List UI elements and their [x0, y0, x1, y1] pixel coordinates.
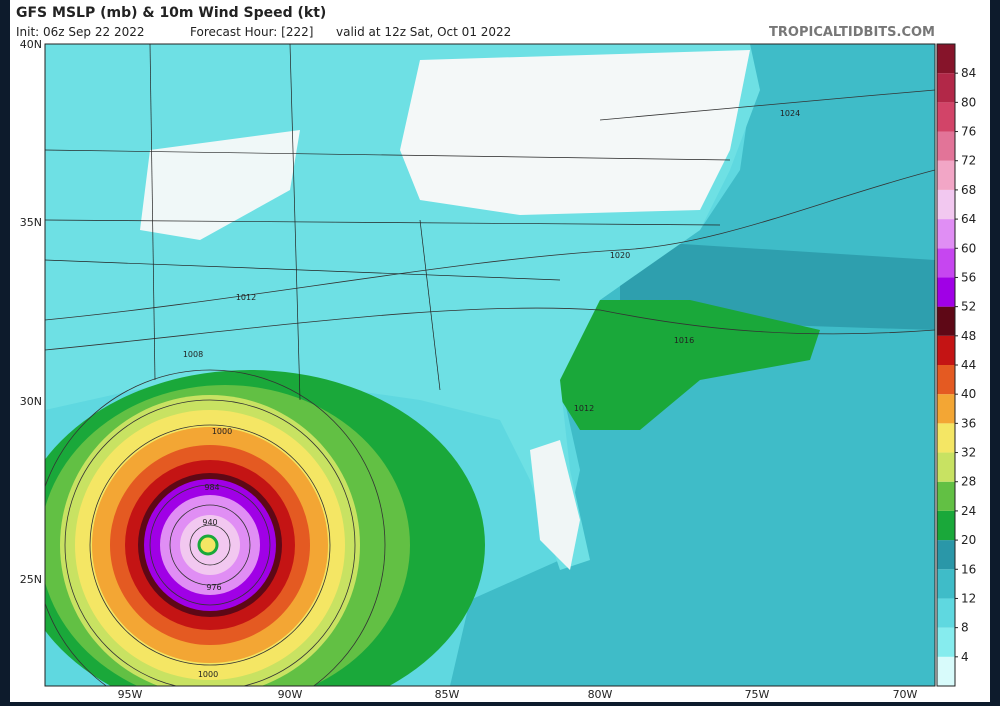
colorbar-label: 12 [961, 591, 976, 605]
colorbar-label: 8 [961, 621, 969, 635]
map-frame [44, 43, 936, 687]
colorbar-band [937, 481, 955, 511]
colorbar-band [937, 189, 955, 220]
colorbar-label: 44 [961, 358, 976, 372]
isobar-label: 984 [204, 483, 219, 492]
lon-label: 80W [588, 688, 613, 701]
colorbar-label: 84 [961, 66, 976, 80]
isobar-label: 1012 [236, 293, 256, 302]
colorbar-band [937, 394, 955, 424]
lat-label: 40N [20, 38, 42, 51]
colorbar-label: 40 [961, 387, 976, 401]
colorbar-band [937, 656, 955, 686]
clear-northeast [400, 50, 750, 215]
forecast-hour: Forecast Hour: [222] [190, 25, 313, 39]
lat-label: 35N [20, 216, 42, 229]
isobar-label: 1016 [674, 336, 694, 345]
isobars [45, 89, 935, 686]
colorbar-band [937, 598, 955, 628]
colorbar-label: 24 [961, 504, 976, 518]
valid-time: valid at 12z Sat, Oct 01 2022 [336, 25, 511, 39]
colorbar-band [937, 452, 955, 482]
colorbar-band [937, 248, 955, 278]
lon-label: 75W [745, 688, 770, 701]
colorbar-band [937, 73, 955, 103]
source: TROPICALTIDBITS.COM [769, 25, 935, 40]
colorbar-band [937, 569, 955, 599]
green-zone [555, 300, 820, 430]
colorbar-band [937, 277, 955, 307]
isobar-label: 940 [202, 518, 217, 527]
colorbar-band [937, 510, 955, 541]
lat-label: 25N [20, 573, 42, 586]
colorbar-band [937, 102, 955, 132]
title: GFS MSLP (mb) & 10m Wind Speed (kt) [16, 5, 326, 21]
colorbar-label: 64 [961, 212, 976, 226]
florida [530, 440, 580, 570]
colorbar-label: 28 [961, 475, 976, 489]
colorbar-label: 56 [961, 270, 976, 284]
colorbar-band [937, 540, 955, 570]
colorbar-label: 20 [961, 533, 976, 547]
colorbar-label: 36 [961, 416, 976, 430]
colorbar-band [937, 423, 955, 453]
colorbar-label: 4 [961, 650, 969, 664]
init: Init: 06z Sep 22 2022 [16, 25, 144, 39]
isobar-label: 1012 [574, 404, 594, 413]
isobar-label: 1000 [198, 670, 218, 679]
hurricane-eye [197, 534, 219, 556]
isobar-label: 976 [206, 583, 221, 592]
colorbar-label: 16 [961, 562, 976, 576]
lon-label: 95W [118, 688, 143, 701]
colorbar-band [937, 627, 955, 657]
isobar-label: 1024 [780, 109, 800, 118]
lon-label: 85W [435, 688, 460, 701]
colorbar-label: 72 [961, 154, 976, 168]
colorbar-band [937, 365, 955, 395]
clear-plains [140, 130, 300, 240]
isobar-label: 1008 [183, 350, 203, 359]
colorbar-label: 80 [961, 95, 976, 109]
colorbar-label: 60 [961, 241, 976, 255]
colorbar-label: 76 [961, 125, 976, 139]
colorbar-band [937, 306, 955, 336]
overlay: 40N 35N 30N 25N 95W 90W 85W 80W 75W 70W 1024 1020 10… [20, 38, 977, 701]
colorbar-label: 48 [961, 329, 976, 343]
colorbar-band [937, 219, 955, 249]
lon-label: 90W [278, 688, 303, 701]
colorbar-label: 52 [961, 300, 976, 314]
colorbar-label: 32 [961, 446, 976, 460]
colorbar-band [937, 160, 955, 190]
map-area [45, 44, 935, 686]
colorbar-label: 68 [961, 183, 976, 197]
colorbar-band [937, 44, 955, 74]
isobar-label: 1020 [610, 251, 630, 260]
borders [45, 44, 731, 401]
colorbar-band [937, 335, 955, 365]
lon-label: 70W [893, 688, 918, 701]
isobar-label: 1000 [212, 427, 232, 436]
lat-label: 30N [20, 395, 42, 408]
colorbar-band [937, 131, 955, 161]
